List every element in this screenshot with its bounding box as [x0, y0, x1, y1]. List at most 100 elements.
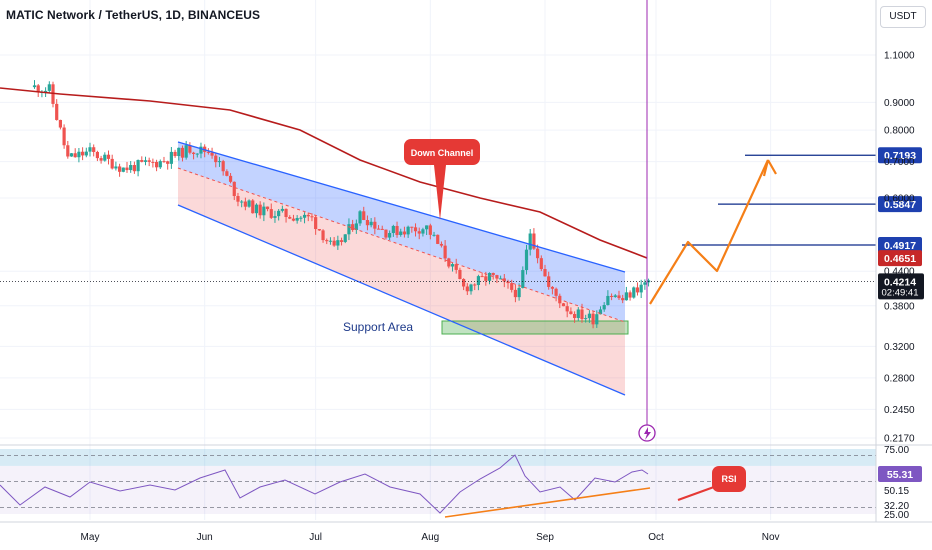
candle-body [395, 225, 399, 235]
currency-button[interactable]: USDT [880, 6, 926, 28]
candle-body [32, 85, 37, 88]
ma-value-label: 0.4651 [884, 253, 916, 265]
channel-fills [178, 142, 629, 395]
candle-body [73, 153, 77, 158]
target-level-tag [878, 236, 922, 253]
target-level-value: 0.4917 [884, 240, 916, 252]
candle-body [439, 243, 444, 246]
chart-title: MATIC Network / TetherUS, 1D, BINANCEUS [6, 8, 261, 22]
candle-body [454, 264, 458, 270]
candle-body [336, 240, 340, 246]
candle-body [117, 166, 122, 172]
candle-body [258, 204, 262, 216]
candle-body [125, 167, 129, 171]
candle-body [547, 276, 551, 287]
target-level-tag [878, 196, 922, 213]
candle-body [491, 272, 495, 276]
candle-body [173, 151, 177, 157]
candle-body [376, 228, 381, 230]
candle-body [410, 226, 414, 228]
candle-body [413, 227, 418, 232]
candle-body [36, 85, 40, 93]
rsi-callout [712, 466, 746, 492]
candle-body [62, 127, 66, 146]
candle-body [354, 223, 358, 231]
candle-body [569, 311, 573, 314]
candle-body [114, 166, 118, 169]
candle-body [143, 160, 148, 162]
candle-body [406, 226, 410, 235]
candle-body [343, 234, 347, 242]
candle-body [295, 218, 299, 221]
candle-body [469, 284, 473, 292]
candle-body [228, 175, 233, 182]
rsi-level-label: 75.00 [884, 445, 909, 456]
time-axis-label: May [81, 532, 100, 543]
rsi-level-label: 25.00 [884, 510, 909, 521]
channel-lower-fill [178, 168, 625, 395]
candle-body [465, 286, 469, 292]
candle-body [121, 167, 125, 172]
candle-body [632, 287, 636, 298]
candle-body [321, 230, 325, 241]
rsi-level-label: 32.20 [884, 501, 909, 512]
overlay-lines: Support Area Down Channel [0, 0, 876, 442]
candle-body [180, 147, 185, 158]
candle-body [262, 206, 266, 216]
candle-body [269, 209, 273, 218]
candle-body [265, 206, 270, 210]
candle-body [288, 217, 292, 219]
candle-body [199, 146, 203, 154]
candle-body [591, 313, 595, 325]
candle-body [328, 240, 333, 242]
support-area-label: Support Area [343, 320, 413, 334]
candle-body [624, 292, 628, 301]
candle-body [247, 200, 251, 207]
rsi-current-tag [878, 466, 922, 482]
candle-body [184, 145, 188, 158]
price-axis: 0.4917 0.5847 0.7193 1.1000 0.9000 0.8000 0.70… [875, 0, 924, 522]
candle-body [317, 229, 321, 231]
candle-body [443, 245, 447, 259]
candle-body [69, 153, 74, 157]
time-axis-label: Aug [421, 532, 439, 543]
price-axis-label: 0.7000 [884, 157, 915, 168]
channel-lower-line [177, 204, 626, 396]
candle-body [210, 152, 214, 156]
channel-upper-line [177, 141, 626, 273]
candle-body [95, 151, 99, 159]
price-axis-label: 0.8000 [884, 126, 915, 137]
candle-body [576, 309, 580, 318]
candle-body [284, 208, 288, 218]
candle-body [495, 275, 499, 279]
candle-body [432, 234, 436, 236]
candle-body [602, 305, 606, 310]
candle-body [458, 269, 462, 279]
candle-body [399, 231, 403, 235]
candle-body [561, 303, 566, 307]
candle-body [628, 292, 632, 298]
price-axis-label: 0.6000 [884, 194, 915, 205]
candle-body [232, 181, 236, 197]
candle-body [225, 171, 229, 176]
candle-body [195, 153, 199, 155]
candle-body [487, 272, 492, 281]
candle-body [358, 211, 362, 224]
candle-body [44, 90, 48, 92]
candle-body [254, 204, 259, 214]
candle-body [84, 151, 88, 156]
price-axis-label: 1.1000 [884, 51, 915, 62]
candle-body [221, 161, 225, 172]
candle-body [158, 161, 162, 168]
candle-body [524, 249, 529, 271]
price-axis-label: 0.2450 [884, 405, 915, 416]
candle-body [587, 313, 591, 319]
candle-body [402, 231, 407, 235]
candle-body [436, 234, 440, 244]
candle-body [499, 278, 503, 280]
candle-body [421, 229, 425, 234]
candles [32, 80, 651, 329]
candle-body [277, 210, 281, 217]
candle-body [306, 214, 310, 217]
